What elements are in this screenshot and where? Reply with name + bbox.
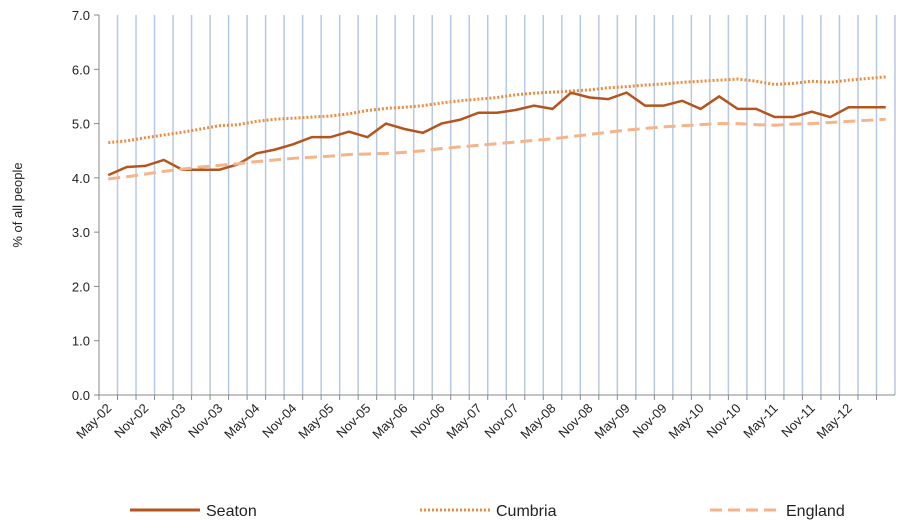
y-tick-label: 4.0	[72, 171, 90, 186]
legend-label: Cumbria	[496, 503, 557, 520]
legend-label: England	[786, 503, 845, 520]
legend-label: Seaton	[206, 503, 257, 520]
y-tick-label: 7.0	[72, 8, 90, 23]
series-line	[108, 117, 886, 181]
x-tick-label: Nov-10	[704, 401, 744, 441]
x-tick-label: May-12	[814, 401, 855, 442]
x-tick-label: Nov-05	[333, 401, 373, 441]
y-tick-label: 2.0	[72, 279, 90, 294]
x-tick-label: May-09	[591, 401, 632, 442]
x-tick-label: Nov-09	[629, 401, 669, 441]
x-tick-label: May-02	[73, 401, 114, 442]
x-tick-label: Nov-07	[481, 401, 521, 441]
x-tick-label: Nov-04	[259, 401, 299, 441]
y-axis-label: % of all people	[10, 162, 25, 247]
y-tick-label: 0.0	[72, 388, 90, 403]
y-tick-label: 3.0	[72, 225, 90, 240]
x-tick-label: Nov-06	[407, 401, 447, 441]
y-tick-label: 6.0	[72, 62, 90, 77]
x-tick-label: May-06	[369, 401, 410, 442]
y-tick-label: 1.0	[72, 334, 90, 349]
x-tick-label: May-05	[295, 401, 336, 442]
x-tick-label: May-10	[665, 401, 706, 442]
x-tick-label: May-08	[517, 401, 558, 442]
x-tick-label: May-11	[740, 401, 781, 442]
series-line	[108, 75, 886, 145]
x-tick-label: Nov-02	[111, 401, 151, 441]
x-tick-label: Nov-03	[185, 401, 225, 441]
y-tick-label: 5.0	[72, 117, 90, 132]
x-tick-label: May-04	[221, 401, 262, 442]
x-tick-label: Nov-08	[555, 401, 595, 441]
x-tick-label: May-07	[443, 401, 484, 442]
x-tick-label: May-03	[147, 401, 188, 442]
x-tick-label: Nov-11	[778, 401, 818, 441]
series-line	[107, 91, 886, 177]
